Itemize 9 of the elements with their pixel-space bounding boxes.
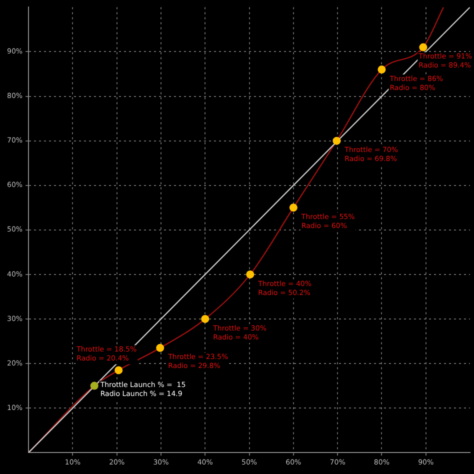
- point: [201, 314, 210, 323]
- point: [156, 344, 164, 352]
- point: [419, 43, 428, 52]
- point: [114, 366, 123, 374]
- point: [289, 204, 298, 212]
- point: [90, 382, 98, 390]
- point: [246, 270, 254, 278]
- point: [378, 66, 386, 74]
- point: [332, 136, 341, 145]
